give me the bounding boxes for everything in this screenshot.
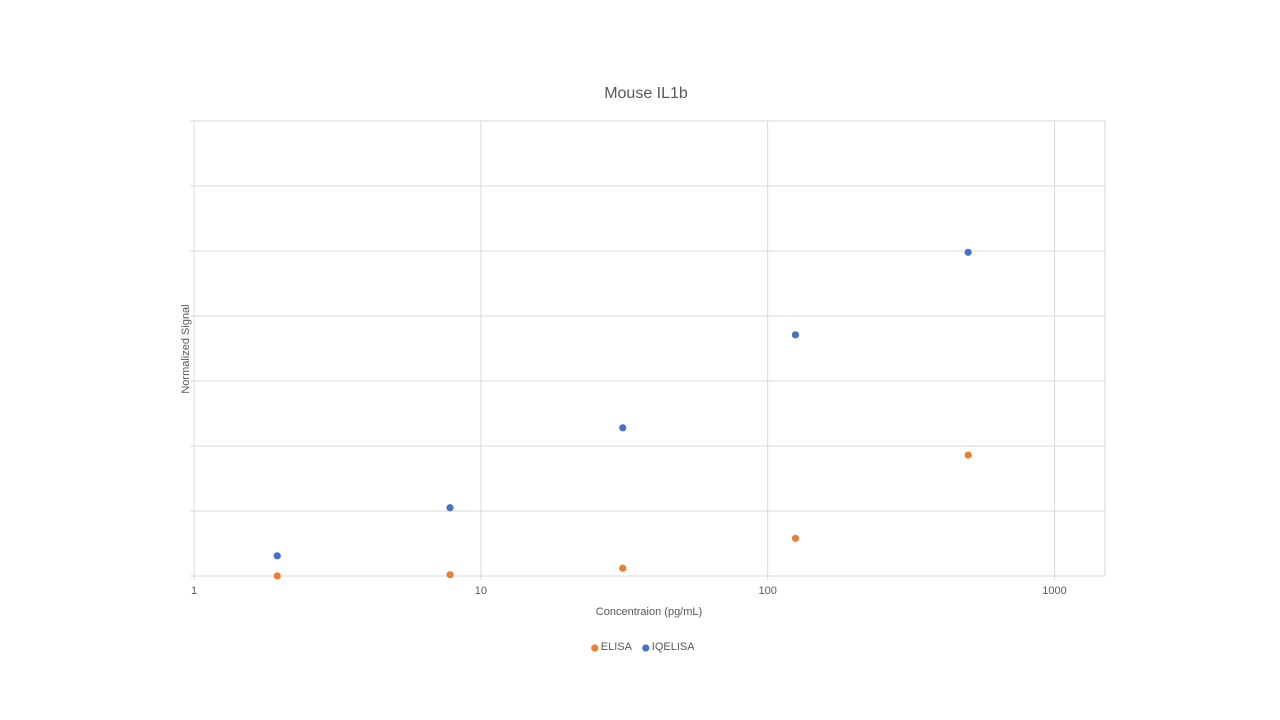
point — [446, 571, 454, 579]
point — [791, 534, 800, 542]
x-tick-label: 1 — [191, 585, 197, 597]
x-tick-label: 100 — [758, 585, 776, 597]
point — [273, 572, 281, 580]
legend-marker — [642, 644, 650, 652]
legend-label: ELISA — [601, 641, 633, 653]
plot-border — [193, 120, 1106, 577]
point — [964, 248, 972, 256]
y-axis-label: Normalized Signal — [180, 304, 192, 393]
point — [446, 504, 454, 512]
x-tick-label: 1000 — [1042, 585, 1066, 597]
point — [273, 552, 281, 560]
point — [791, 331, 800, 339]
legend-marker — [591, 644, 599, 652]
point — [619, 564, 627, 572]
x-axis-label: Concentraion (pg/mL) — [596, 606, 702, 618]
point — [964, 451, 972, 459]
legend-label: IQELISA — [652, 641, 695, 653]
point — [619, 424, 627, 432]
chart-title: Mouse IL1b — [604, 85, 688, 102]
x-tick-label: 10 — [475, 585, 487, 597]
